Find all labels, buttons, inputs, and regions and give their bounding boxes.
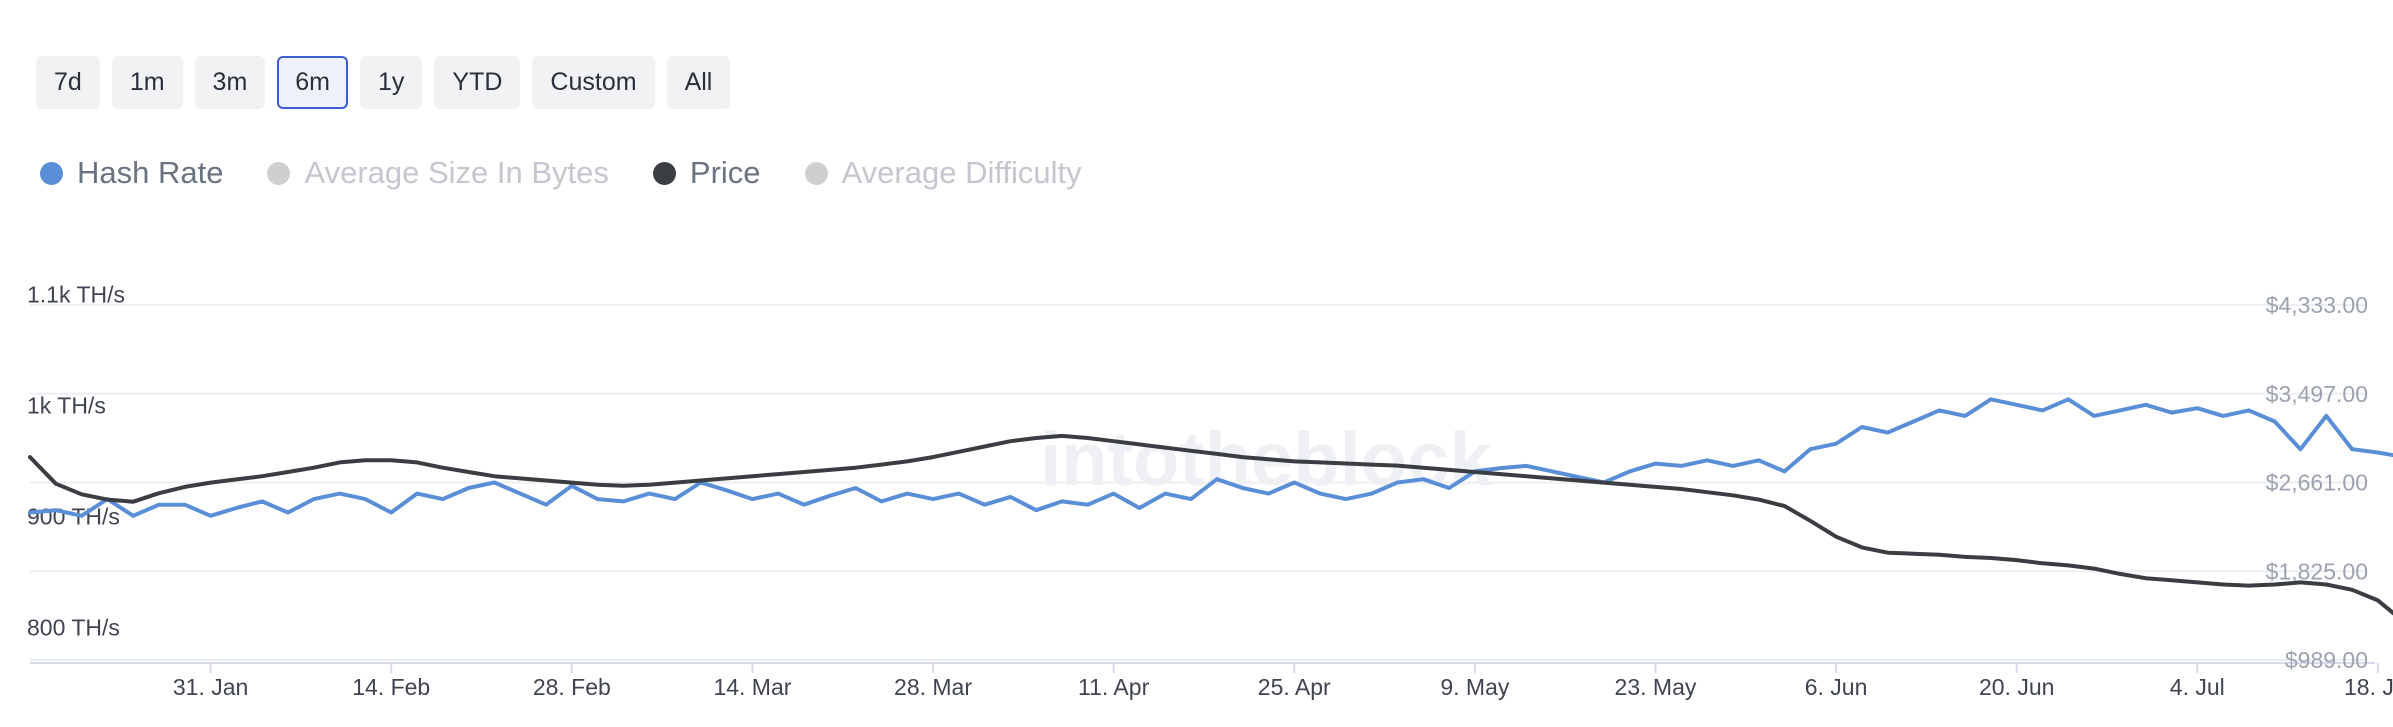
range-all-button[interactable]: All — [666, 56, 731, 109]
x-tick-label: 14. Mar — [713, 674, 791, 700]
x-tick-label: 18. Jul — [2344, 674, 2393, 700]
legend-item-price[interactable]: Price — [652, 155, 761, 191]
x-tick-label: 20. Jun — [1979, 674, 2054, 700]
range-1y-button[interactable]: 1y — [360, 56, 423, 109]
y-left-tick-label: 800 TH/s — [27, 614, 120, 640]
range-6m-button[interactable]: 6m — [277, 56, 349, 109]
y-left-tick-label: 1.1k TH/s — [27, 282, 125, 308]
x-tick-label: 11. Apr — [1078, 674, 1150, 700]
y-right-tick-label: $1,825.00 — [2266, 558, 2368, 584]
y-right-tick-label: $989.00 — [2285, 647, 2368, 673]
y-left-tick-label: 900 TH/s — [27, 503, 120, 529]
y-right-tick-label: $4,333.00 — [2266, 292, 2368, 318]
series-line-price — [28, 433, 2393, 616]
legend-label-hash-rate: Hash Rate — [77, 155, 224, 190]
x-tick-label: 6. Jun — [1805, 674, 1868, 700]
x-tick-label: 4. Jul — [2170, 674, 2225, 700]
range-custom-button[interactable]: Custom — [532, 56, 655, 109]
x-tick-label: 28. Feb — [533, 674, 611, 700]
range-ytd-button[interactable]: YTD — [434, 56, 521, 109]
range-1m-button[interactable]: 1m — [111, 56, 183, 109]
range-7d-button[interactable]: 7d — [36, 56, 100, 109]
legend-dot-price — [652, 161, 676, 185]
y-right-tick-label: $3,497.00 — [2266, 381, 2368, 407]
range-3m-button[interactable]: 3m — [194, 56, 266, 109]
x-tick-label: 14. Feb — [352, 674, 430, 700]
chart-legend: Hash Rate Average Size In Bytes Price Av… — [40, 155, 1082, 191]
x-tick-label: 25. Apr — [1258, 674, 1331, 700]
legend-label-price: Price — [689, 155, 761, 190]
time-range-selector: 7d 1m 3m 6m 1y YTD Custom All — [36, 56, 731, 109]
legend-dot-hash-rate — [40, 161, 63, 185]
y-right-tick-label: $2,661.00 — [2266, 470, 2368, 496]
legend-item-average-size[interactable]: Average Size In Bytes — [267, 155, 609, 191]
y-left-tick-label: 1k TH/s — [27, 392, 106, 418]
x-tick-label: 31. Jan — [173, 674, 248, 700]
x-tick-label: 9. May — [1440, 674, 1510, 700]
legend-dot-average-size — [267, 161, 291, 185]
series-line-hash-rate — [28, 397, 2393, 518]
legend-label-average-size: Average Size In Bytes — [304, 155, 609, 190]
legend-item-average-difficulty[interactable]: Average Difficulty — [804, 155, 1082, 191]
legend-label-average-difficulty: Average Difficulty — [841, 155, 1082, 190]
x-tick-label: 23. May — [1615, 674, 1697, 700]
legend-dot-average-difficulty — [804, 161, 828, 185]
legend-item-hash-rate[interactable]: Hash Rate — [40, 155, 223, 191]
x-tick-label: 28. Mar — [894, 674, 972, 700]
